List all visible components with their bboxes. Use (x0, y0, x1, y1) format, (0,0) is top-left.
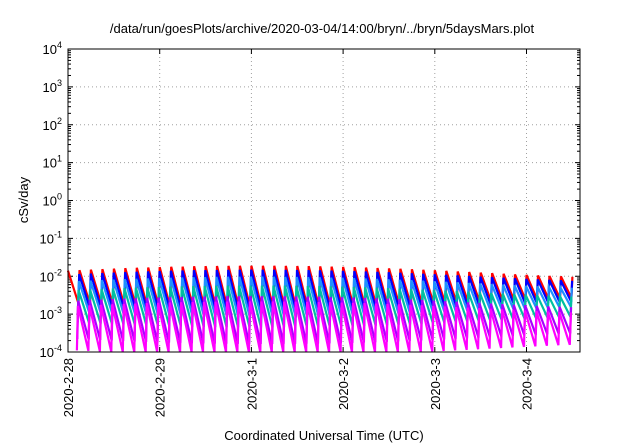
x-tick-label: 2020-2-29 (153, 358, 168, 417)
y-tick-label: 101 (43, 154, 62, 171)
y-tick-label: 10-2 (40, 267, 62, 284)
x-axis-label: Coordinated Universal Time (UTC) (224, 428, 423, 443)
x-tick-label: 2020-2-28 (61, 358, 76, 417)
y-tick-label: 10-4 (40, 343, 62, 360)
y-tick-label: 100 (43, 192, 62, 209)
series-layer (66, 265, 574, 353)
x-tick-label: 2020-3-1 (244, 358, 259, 410)
plot-frame (67, 48, 581, 353)
y-axis-label: cSv/day (16, 176, 31, 223)
y-tick-label: 104 (43, 40, 62, 57)
chart-title: /data/run/goesPlots/archive/2020-03-04/1… (110, 21, 535, 36)
y-tick-label: 102 (43, 116, 62, 133)
x-tick-label: 2020-3-2 (336, 358, 351, 410)
x-tick-labels: 2020-2-28 2020-2-29 2020-3-1 2020-3-2 2020-3… (61, 358, 535, 417)
series-line (75, 301, 572, 353)
y-tick-label: 103 (43, 78, 62, 95)
x-tick-label: 2020-3-3 (428, 358, 443, 410)
y-tick-label: 10-3 (40, 305, 62, 322)
x-tick-label: 2020-3-4 (520, 358, 535, 410)
y-tick-labels: 10-4 10-3 10-2 10-1 100 101 102 103 104 (40, 40, 62, 360)
y-tick-label: 10-1 (40, 229, 62, 246)
